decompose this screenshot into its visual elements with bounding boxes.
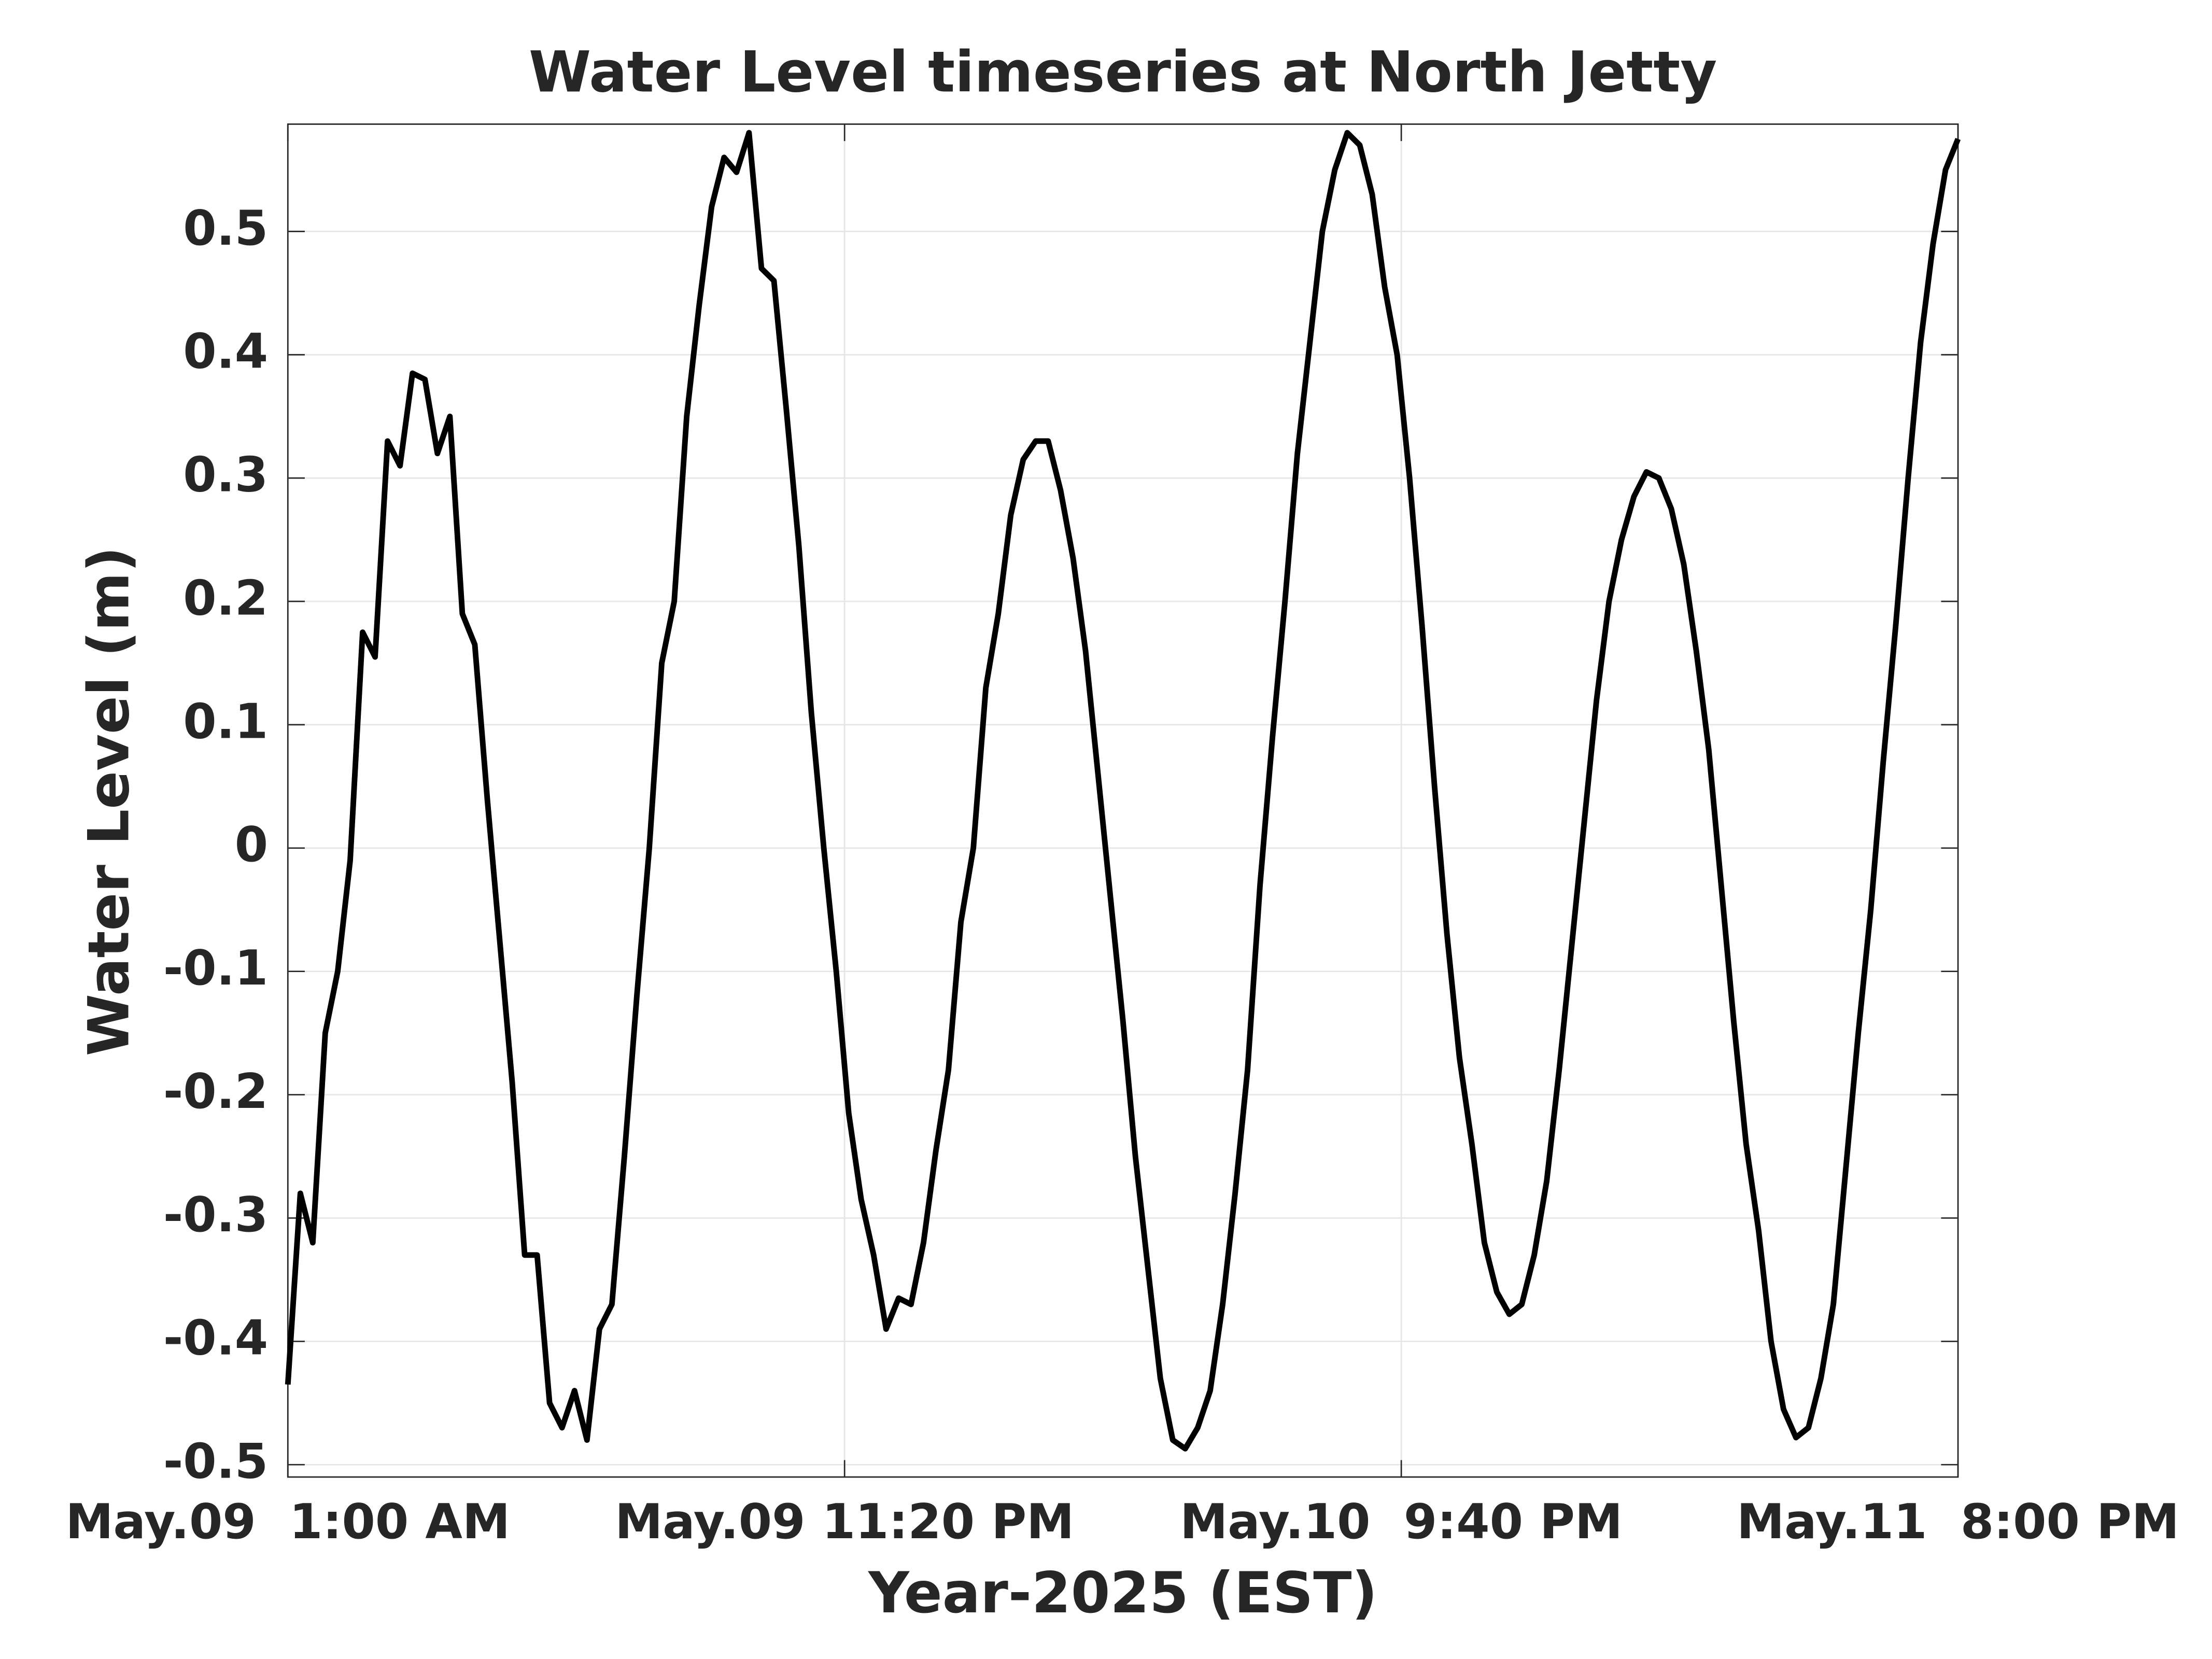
data-line	[285, 130, 1961, 1452]
plot-frame	[287, 123, 1959, 1478]
y-tick-label: -0.3	[163, 1187, 268, 1243]
plot-layer: -0.5 -0.4 -0.3 -0.2 -0.1 0 0.1 0.2 0.3 0.4 0.5 May.…	[65, 123, 2179, 1550]
y-tick-label: 0.4	[183, 324, 268, 379]
x-axis-label: Year-2025 (EST)	[867, 1560, 1377, 1626]
y-tick-label: -0.1	[163, 940, 268, 996]
x-tick-label: May.09 1:00 AM	[65, 1494, 510, 1550]
chart-title: Water Level timeseries at North Jetty	[529, 39, 1717, 105]
x-tick-label: May.10 9:40 PM	[1180, 1494, 1623, 1550]
x-tick-label: May.11 8:00 PM	[1737, 1494, 2179, 1550]
y-tick-label: 0.5	[183, 200, 268, 256]
y-tick-label: 0.2	[183, 570, 268, 626]
y-tick-label: 0.1	[183, 693, 268, 749]
x-tick-label: May.09 11:20 PM	[615, 1494, 1074, 1550]
y-tick-label: -0.4	[163, 1310, 268, 1366]
y-tick-label: 0.3	[183, 447, 268, 503]
y-tick-label: -0.5	[163, 1433, 268, 1489]
y-tick-label: 0	[235, 817, 268, 873]
y-tick-label: -0.2	[163, 1063, 268, 1119]
y-axis-label: Water Level (m)	[76, 546, 142, 1056]
